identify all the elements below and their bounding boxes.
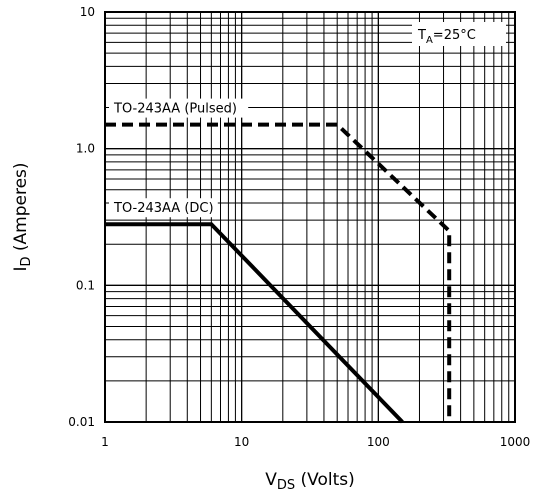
series-line-dc (105, 222, 404, 424)
series-label-box (109, 98, 249, 118)
x-axis-title: VDS (Volts) (265, 470, 355, 491)
series-label: TO-243AA (Pulsed) (113, 102, 237, 117)
grid-lines (105, 12, 515, 422)
plot-frame (104, 11, 516, 423)
y-axis-title: ID (Amperes) (11, 162, 34, 271)
y-tick-label: 1.0 (76, 142, 95, 156)
tick-labels: 1 10 100 1000 0.01 0.1 1.0 10 (68, 5, 530, 449)
series-label-box (109, 198, 218, 218)
annotation-box (412, 22, 506, 46)
series-labels: TO-243AA (Pulsed) TO-243AA (DC) (109, 98, 249, 218)
y-tick-label: 10 (80, 5, 95, 19)
series-label: TO-243AA (DC) (113, 201, 214, 216)
x-tick-label: 1000 (500, 435, 531, 449)
temperature-annotation: TA=25°C (417, 28, 476, 46)
x-tick-label: 100 (367, 435, 390, 449)
series-line-pulsed (105, 122, 452, 422)
y-tick-label: 0.1 (76, 278, 95, 292)
y-tick-label: 0.01 (68, 415, 95, 429)
series-layer (105, 122, 452, 424)
x-tick-label: 1 (101, 435, 109, 449)
x-tick-label: 10 (234, 435, 249, 449)
